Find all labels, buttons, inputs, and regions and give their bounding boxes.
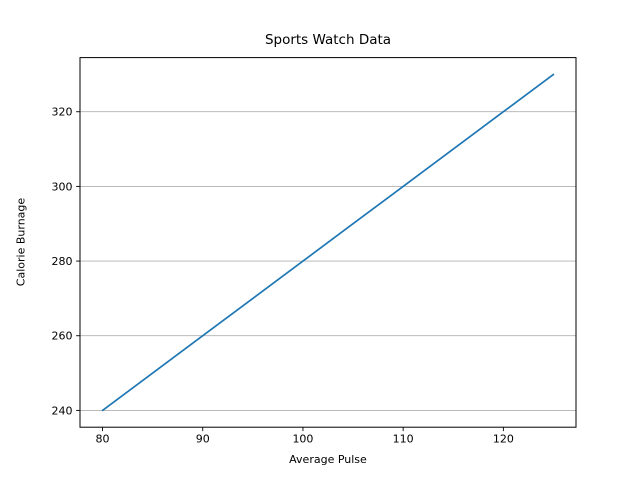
x-tick-label: 120 (493, 433, 514, 446)
y-tick-label: 260 (52, 330, 73, 343)
y-tick-label: 300 (52, 180, 73, 193)
chart-title: Sports Watch Data (264, 32, 392, 48)
data-line (101, 73, 555, 412)
x-axis-label: Average Pulse (289, 453, 367, 466)
x-tick-label: 80 (96, 433, 110, 446)
y-tick-label: 320 (52, 106, 73, 119)
y-tick-label: 280 (52, 255, 73, 268)
x-tick-label: 110 (393, 433, 414, 446)
plot-border (79, 57, 577, 428)
y-tick-label: 240 (52, 404, 73, 417)
x-tick-label: 100 (292, 433, 313, 446)
x-tick-label: 90 (196, 433, 210, 446)
